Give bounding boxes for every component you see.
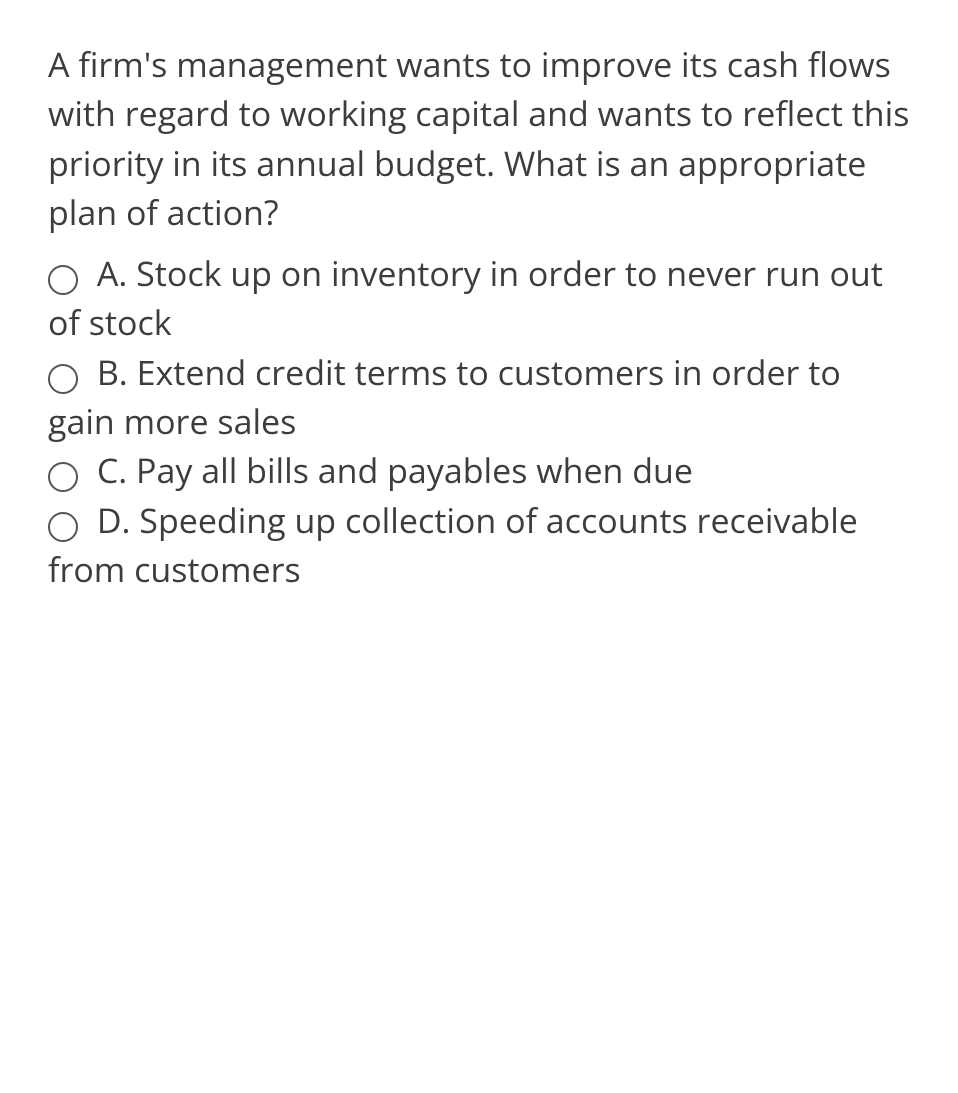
option-a[interactable]: A. Stock up on inventory in order to nev…: [48, 249, 910, 348]
option-label: C.: [97, 447, 127, 493]
option-text: Pay all bills and payables when due: [136, 447, 693, 493]
radio-icon[interactable]: [48, 512, 78, 542]
option-b[interactable]: B. Extend credit terms to customers in o…: [48, 348, 910, 447]
option-text: Speeding up collection of accounts recei…: [48, 497, 858, 592]
radio-icon[interactable]: [48, 462, 78, 492]
option-label: B.: [97, 349, 128, 395]
question-text: A firm's management wants to improve its…: [48, 40, 910, 237]
option-label: D.: [97, 497, 131, 543]
option-c[interactable]: C. Pay all bills and payables when due: [48, 446, 910, 495]
option-text: Extend credit terms to customers in orde…: [48, 349, 841, 444]
option-d[interactable]: D. Speeding up collection of accounts re…: [48, 496, 910, 595]
option-text: Stock up on inventory in order to never …: [48, 250, 883, 345]
option-label: A.: [97, 250, 127, 296]
radio-icon[interactable]: [48, 265, 78, 295]
options-container: A. Stock up on inventory in order to nev…: [48, 249, 910, 594]
radio-icon[interactable]: [48, 364, 78, 394]
